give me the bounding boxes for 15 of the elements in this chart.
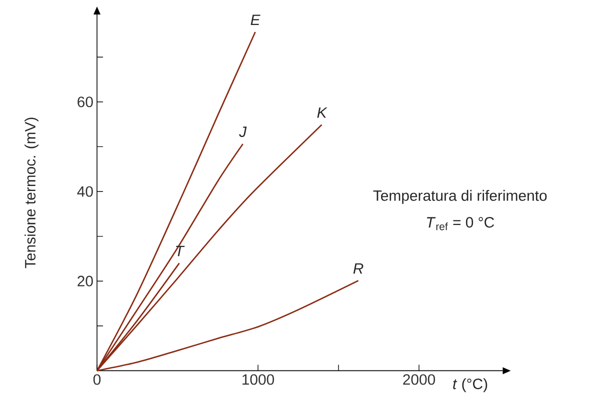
series-label: T bbox=[176, 246, 185, 256]
y-axis-title: Tensione termoc. (mV) bbox=[24, 118, 38, 268]
y-tick-label: 60 bbox=[78, 96, 93, 108]
x-axis-title: t (°C) bbox=[453, 378, 488, 392]
annotation: T$_{ref}$ = 0 °C bbox=[426, 217, 494, 230]
series-label: R bbox=[353, 263, 364, 274]
y-tick-label: 40 bbox=[77, 186, 93, 197]
annotation: Temperatura di riferimento bbox=[373, 190, 547, 204]
x-tick-label: 2000 bbox=[403, 374, 436, 385]
y-tick-label: 20 bbox=[78, 276, 93, 286]
series-label: J bbox=[239, 126, 247, 137]
series-label: K bbox=[317, 107, 328, 118]
x-tick-label: 0 bbox=[93, 374, 101, 385]
series-label: E bbox=[250, 14, 260, 25]
x-tick-label: 1000 bbox=[242, 374, 274, 385]
